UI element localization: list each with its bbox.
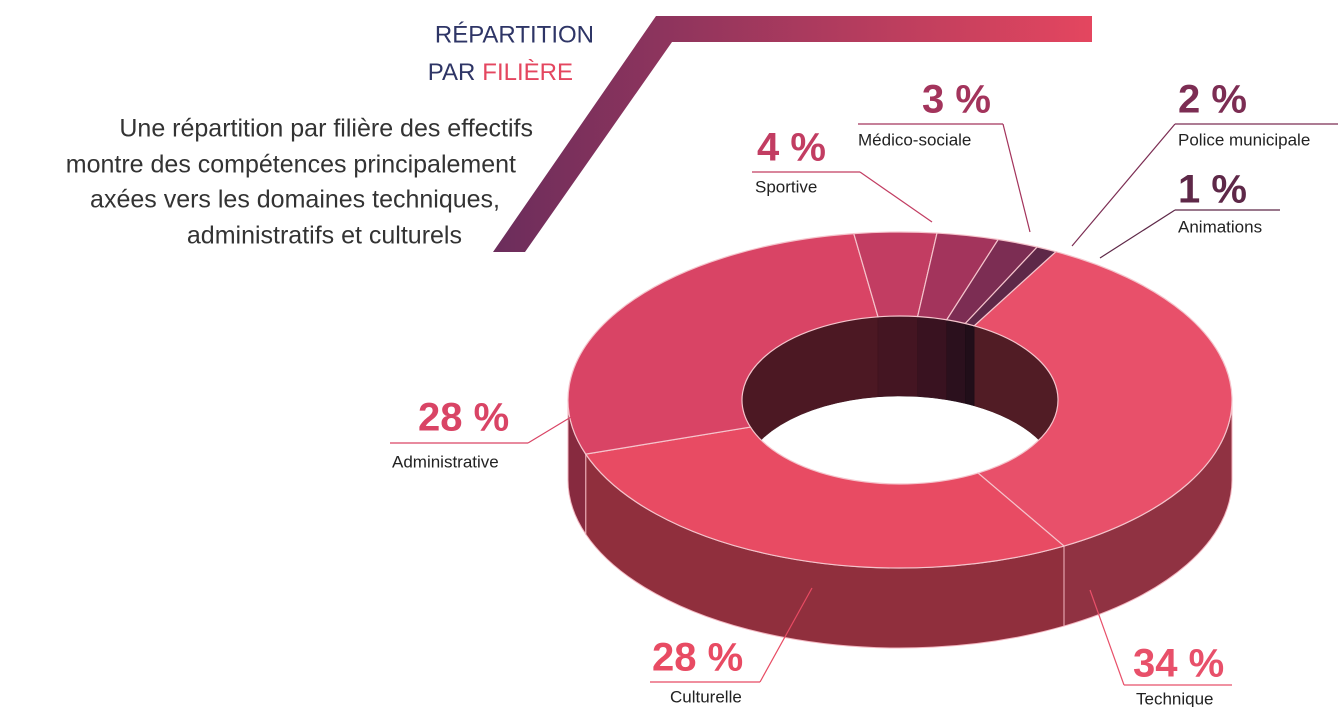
category-label: Technique	[1136, 689, 1214, 707]
leader-line	[859, 171, 933, 223]
decor-band	[493, 16, 1092, 252]
category-label: Sportive	[755, 177, 817, 196]
leader-line	[1071, 123, 1176, 247]
inner-wall	[877, 315, 918, 398]
title-line: RÉPARTITION	[435, 21, 594, 48]
inner-wall	[946, 319, 966, 404]
value-label: 2 %	[1178, 78, 1247, 122]
donut-walls	[567, 315, 1233, 649]
category-label: Police municipale	[1178, 130, 1310, 149]
subtitle-line: Une répartition par filière des effectif…	[119, 115, 533, 143]
category-label: Médico-sociale	[858, 130, 971, 149]
leader-line	[759, 587, 813, 683]
slice	[964, 246, 1058, 327]
leader-line	[1002, 123, 1031, 233]
title-highlight: FILIÈRE	[482, 59, 573, 86]
value-label: 28 %	[418, 396, 509, 440]
slice	[584, 426, 1066, 569]
title-part: PAR	[428, 59, 476, 86]
labels: 34 % Technique 28 % Culturelle 28 % Administr…	[390, 78, 1338, 707]
value-label: 34 %	[1133, 642, 1224, 686]
leader-line	[527, 413, 577, 444]
value-label: 1 %	[1178, 168, 1247, 212]
category-label: Culturelle	[670, 687, 742, 706]
leader-line	[1099, 209, 1176, 259]
subtitle-line: montre des compétences principalement	[66, 151, 516, 179]
title-line: PAR FILIÈRE	[428, 59, 573, 86]
slice	[972, 251, 1233, 547]
subtitle-line: administratifs et culturels	[187, 222, 462, 250]
inner-wall	[965, 323, 975, 407]
value-label: 4 %	[757, 126, 826, 170]
donut-top	[567, 231, 1233, 569]
category-label: Animations	[1178, 217, 1262, 236]
subtitle-line: axées vers les domaines techniques,	[90, 186, 500, 214]
slice	[567, 233, 879, 455]
leader-line	[1089, 589, 1125, 686]
value-label: 28 %	[652, 636, 743, 680]
inner-wall	[917, 316, 947, 401]
category-label: Administrative	[392, 452, 499, 471]
value-label: 3 %	[922, 78, 991, 122]
